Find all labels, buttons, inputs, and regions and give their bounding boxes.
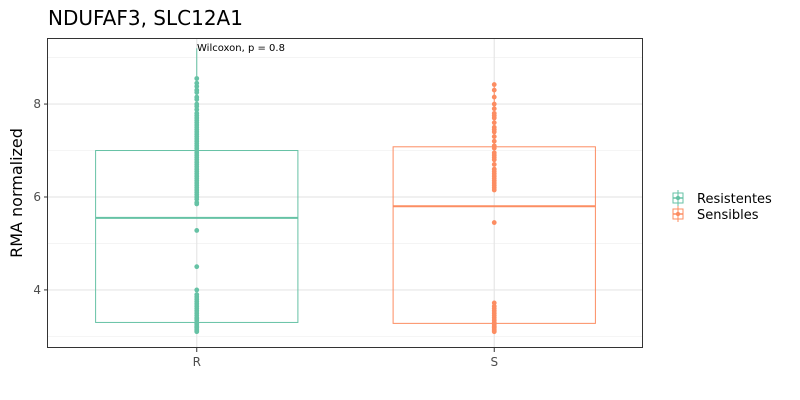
data-point-S <box>491 120 497 126</box>
data-point-S <box>491 157 497 163</box>
legend-label: Resistentes <box>697 192 772 207</box>
legend-key-point <box>675 195 681 201</box>
data-point-S <box>491 94 497 100</box>
x-tick-label-S: S <box>490 355 498 369</box>
plot-panel-background <box>48 39 643 348</box>
x-tick-label-R: R <box>193 355 201 369</box>
data-point-S <box>491 162 497 167</box>
data-point-R <box>194 76 200 81</box>
legend-item-S: Sensibles <box>672 206 759 223</box>
wilcoxon-annotation: Wilcoxon, p = 0.8 <box>197 43 285 54</box>
data-point-S <box>491 329 497 335</box>
data-point-R <box>194 83 200 89</box>
data-point-R <box>194 329 200 335</box>
chart-title: NDUFAF3, SLC12A1 <box>48 6 243 30</box>
data-point-S <box>491 87 497 93</box>
data-point-R <box>194 287 200 293</box>
data-point-S <box>491 138 497 144</box>
y-tick-label: 8 <box>33 97 41 111</box>
data-point-R <box>194 201 200 207</box>
grid-layer <box>48 39 643 348</box>
data-point-R <box>194 97 200 102</box>
data-point-S <box>491 145 497 151</box>
data-point-S <box>491 82 497 87</box>
legend-item-R: Resistentes <box>672 190 772 207</box>
y-tick-label: 6 <box>33 190 41 204</box>
y-axis: 4 6 8 <box>33 97 48 297</box>
data-point-S <box>491 220 497 225</box>
data-point-S <box>491 101 497 107</box>
data-point-R <box>194 264 200 270</box>
point-layer <box>194 76 497 335</box>
legend-key-point <box>675 211 681 217</box>
data-point-S <box>491 187 497 193</box>
data-point-S <box>491 134 497 139</box>
legend-label: Sensibles <box>697 208 759 223</box>
plot-panel-border <box>47 38 643 348</box>
data-point-S <box>491 106 497 112</box>
y-tick-label: 4 <box>33 283 41 297</box>
data-point-S <box>491 115 497 121</box>
data-point-R <box>194 90 200 95</box>
data-point-R <box>194 228 200 233</box>
data-point-S <box>491 129 497 135</box>
y-axis-title: RMA normalized <box>7 128 26 258</box>
data-point-R <box>194 107 200 113</box>
